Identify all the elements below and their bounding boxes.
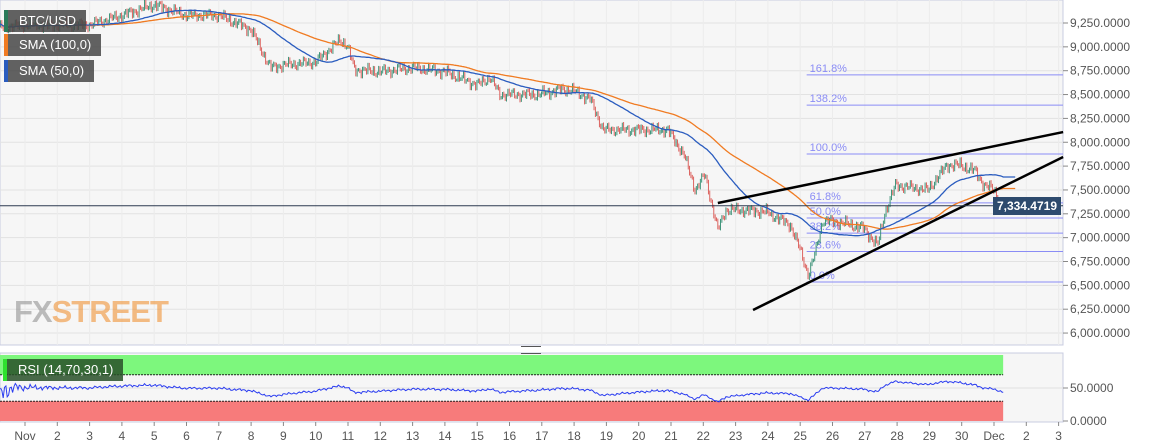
fib-level-label: 138.2% bbox=[810, 93, 848, 105]
y-tick-label: 6,000.0000 bbox=[1070, 326, 1130, 340]
x-tick-label: 13 bbox=[406, 429, 420, 443]
pane-resize-handle[interactable] bbox=[521, 346, 541, 354]
x-tick-label: 23 bbox=[729, 429, 743, 443]
x-tick-label: 11 bbox=[342, 429, 355, 443]
oversold-zone bbox=[0, 401, 1004, 421]
sma-100-line bbox=[0, 13, 1016, 230]
x-tick-label: 8 bbox=[248, 429, 255, 443]
x-tick-label: 16 bbox=[503, 429, 517, 443]
x-tick-label: Nov bbox=[14, 429, 35, 443]
x-tick-label: 27 bbox=[858, 429, 872, 443]
y-tick-label: 7,500.0000 bbox=[1070, 183, 1130, 197]
trendline-upper bbox=[717, 130, 1064, 205]
legend-sma-100[interactable]: SMA (100,0) bbox=[4, 34, 102, 56]
x-tick-label: 17 bbox=[535, 429, 549, 443]
x-tick-label: 26 bbox=[826, 429, 840, 443]
fib-level-label: 161.8% bbox=[810, 63, 848, 75]
y-tick-label: 7,750.0000 bbox=[1070, 159, 1130, 173]
y-tick-label: 7,000.0000 bbox=[1070, 231, 1130, 245]
x-tick-label: 9 bbox=[280, 429, 287, 443]
rsi-y-tick-label: 50.0000 bbox=[1070, 381, 1114, 395]
fib-level-label: 100.0% bbox=[810, 142, 848, 154]
x-tick-label: 10 bbox=[309, 429, 323, 443]
fxstreet-logo: FXSTREET bbox=[14, 294, 169, 330]
fib-level-label: 50.0% bbox=[810, 206, 841, 218]
x-tick-label: 5 bbox=[151, 429, 158, 443]
y-tick-label: 8,750.0000 bbox=[1070, 64, 1130, 78]
x-tick-label: 19 bbox=[600, 429, 614, 443]
logo-street: STREET bbox=[51, 294, 169, 329]
x-tick-label: 12 bbox=[374, 429, 388, 443]
x-tick-label: 14 bbox=[438, 429, 452, 443]
y-tick-label: 8,500.0000 bbox=[1070, 88, 1130, 102]
x-tick-label: 2 bbox=[54, 429, 61, 443]
x-tick-label: 3 bbox=[86, 429, 93, 443]
x-tick-label: 24 bbox=[761, 429, 775, 443]
main-pane bbox=[0, 0, 1064, 346]
current-price-label: 7,334.4719 bbox=[992, 196, 1061, 215]
y-tick-label: 6,250.0000 bbox=[1070, 302, 1130, 316]
trendline-lower bbox=[752, 155, 1064, 312]
x-tick-label: 21 bbox=[664, 429, 678, 443]
x-tick-label: 2 bbox=[1023, 429, 1030, 443]
x-tick-label: 22 bbox=[697, 429, 711, 443]
x-tick-label: 28 bbox=[890, 429, 904, 443]
x-tick-label: 29 bbox=[923, 429, 937, 443]
legend-rsi[interactable]: RSI (14,70,30,1) bbox=[3, 359, 124, 381]
x-tick-label: 20 bbox=[632, 429, 646, 443]
x-tick-label: 3 bbox=[1055, 429, 1062, 443]
x-tick-label: 30 bbox=[955, 429, 969, 443]
fib-level-label: 61.8% bbox=[810, 191, 841, 203]
overbought-zone bbox=[0, 355, 1004, 375]
rsi-line bbox=[0, 380, 1004, 403]
x-tick-label: 15 bbox=[471, 429, 485, 443]
y-tick-label: 9,000.0000 bbox=[1070, 40, 1130, 54]
fib-level-label: 23.6% bbox=[810, 239, 841, 251]
y-tick-label: 6,500.0000 bbox=[1070, 278, 1130, 292]
x-tick-label: 25 bbox=[794, 429, 808, 443]
legend-symbol[interactable]: BTC/USD bbox=[4, 10, 87, 32]
x-tick-label: 4 bbox=[119, 429, 126, 443]
x-tick-label: 6 bbox=[183, 429, 190, 443]
y-tick-label: 9,250.0000 bbox=[1070, 16, 1130, 30]
y-tick-label: 8,250.0000 bbox=[1070, 111, 1130, 125]
rsi-y-tick-label: 0.0000 bbox=[1070, 414, 1107, 428]
x-tick-label: 7 bbox=[215, 429, 222, 443]
y-tick-label: 7,250.0000 bbox=[1070, 207, 1130, 221]
x-tick-label: Dec bbox=[983, 429, 1004, 443]
y-tick-label: 6,750.0000 bbox=[1070, 255, 1130, 269]
logo-fx: FX bbox=[14, 294, 53, 329]
sma-50-line bbox=[0, 9, 1016, 237]
legend-sma-50[interactable]: SMA (50,0) bbox=[4, 60, 95, 82]
x-tick-label: 18 bbox=[567, 429, 581, 443]
y-tick-label: 8,000.0000 bbox=[1070, 135, 1130, 149]
